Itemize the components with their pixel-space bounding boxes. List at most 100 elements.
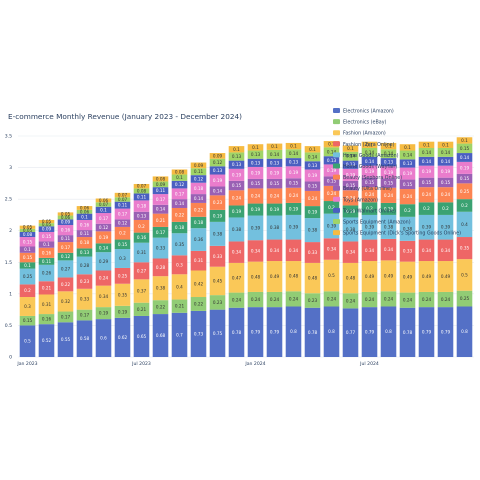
bar-segment[interactable] bbox=[76, 209, 93, 214]
legend-item[interactable]: Home Goods (Amazon) bbox=[333, 152, 399, 159]
bar-segment[interactable] bbox=[190, 202, 207, 217]
bar-segment[interactable] bbox=[133, 262, 150, 280]
bar-segment[interactable] bbox=[418, 147, 435, 157]
legend-item[interactable]: Sports Equipment (Amazon) bbox=[333, 219, 411, 226]
bar-segment[interactable] bbox=[361, 141, 378, 148]
bar-segment[interactable] bbox=[247, 291, 264, 308]
bar-segment[interactable] bbox=[95, 223, 112, 232]
bar-segment[interactable] bbox=[342, 217, 359, 242]
bar-segment[interactable] bbox=[361, 177, 378, 188]
bar-segment[interactable] bbox=[304, 242, 321, 263]
bar-segment[interactable] bbox=[76, 219, 93, 231]
bar-segment[interactable] bbox=[57, 277, 74, 292]
bar-segment[interactable] bbox=[209, 266, 226, 296]
bar-segment[interactable] bbox=[209, 186, 226, 196]
bar-segment[interactable] bbox=[190, 168, 207, 176]
bar-segment[interactable] bbox=[418, 307, 435, 357]
bar-segment[interactable] bbox=[133, 232, 150, 243]
bar-segment[interactable] bbox=[152, 300, 169, 315]
bar-segment[interactable] bbox=[304, 218, 321, 243]
bar-segment[interactable] bbox=[171, 199, 188, 208]
bar-segment[interactable] bbox=[361, 202, 378, 215]
bar-segment[interactable] bbox=[418, 156, 435, 166]
bar-segment[interactable] bbox=[456, 173, 473, 184]
bar-segment[interactable] bbox=[152, 213, 169, 227]
bar-segment[interactable] bbox=[304, 190, 321, 207]
bar-segment[interactable] bbox=[266, 178, 283, 189]
bar-segment[interactable] bbox=[152, 204, 169, 214]
bar-segment[interactable] bbox=[285, 178, 302, 188]
bar-segment[interactable] bbox=[380, 149, 397, 159]
bar-segment[interactable] bbox=[380, 238, 397, 261]
bar-segment[interactable] bbox=[19, 315, 36, 326]
bar-segment[interactable] bbox=[57, 252, 74, 261]
bar-segment[interactable] bbox=[304, 152, 321, 162]
bar-segment[interactable] bbox=[399, 216, 416, 241]
bar-segment[interactable] bbox=[38, 226, 55, 232]
bar-segment[interactable] bbox=[304, 307, 321, 357]
bar-segment[interactable] bbox=[228, 205, 245, 218]
bar-segment[interactable] bbox=[57, 322, 74, 357]
bar-segment[interactable] bbox=[171, 255, 188, 275]
bar-segment[interactable] bbox=[209, 195, 226, 210]
bar-segment[interactable] bbox=[285, 149, 302, 159]
bar-segment[interactable] bbox=[114, 267, 131, 284]
bar-segment[interactable] bbox=[76, 320, 93, 357]
bar-segment[interactable] bbox=[418, 141, 435, 148]
bar-segment[interactable] bbox=[437, 291, 454, 308]
bar-segment[interactable] bbox=[76, 256, 93, 275]
legend-item[interactable]: Fashion (Zara Online) bbox=[333, 141, 395, 148]
bar-segment[interactable] bbox=[399, 261, 416, 293]
bar-segment[interactable] bbox=[418, 239, 435, 262]
bar-segment[interactable] bbox=[95, 243, 112, 253]
bar-segment[interactable] bbox=[418, 187, 435, 203]
legend-item[interactable]: Sports Equipment (Dick's Sporting Goods … bbox=[333, 230, 461, 237]
bar-segment[interactable] bbox=[247, 307, 264, 357]
legend-item[interactable]: Beauty (Ulta Online) bbox=[333, 185, 392, 193]
bar-segment[interactable] bbox=[228, 168, 245, 181]
bar-segment[interactable] bbox=[361, 214, 378, 240]
bar-segment[interactable] bbox=[190, 216, 207, 229]
bar-segment[interactable] bbox=[247, 188, 264, 204]
bar-segment[interactable] bbox=[399, 307, 416, 357]
bar-segment[interactable] bbox=[247, 261, 264, 292]
bar-segment[interactable] bbox=[380, 260, 397, 292]
bar-segment[interactable] bbox=[304, 206, 321, 219]
bar-segment[interactable] bbox=[437, 214, 454, 240]
bar-segment[interactable] bbox=[266, 291, 283, 308]
bar-segment[interactable] bbox=[152, 194, 169, 205]
bar-segment[interactable] bbox=[342, 190, 359, 206]
bar-segment[interactable] bbox=[190, 175, 207, 183]
bar-segment[interactable] bbox=[437, 307, 454, 357]
bar-segment[interactable] bbox=[228, 307, 245, 357]
bar-segment[interactable] bbox=[399, 189, 416, 205]
bar-segment[interactable] bbox=[19, 246, 36, 253]
bar-segment[interactable] bbox=[171, 169, 188, 175]
bar-segment[interactable] bbox=[38, 219, 55, 224]
bar-segment[interactable] bbox=[152, 181, 169, 188]
bar-segment[interactable] bbox=[437, 177, 454, 188]
bar-segment[interactable] bbox=[323, 147, 340, 157]
bar-segment[interactable] bbox=[285, 166, 302, 179]
bar-segment[interactable] bbox=[437, 202, 454, 215]
bar-segment[interactable] bbox=[209, 221, 226, 246]
bar-segment[interactable] bbox=[76, 230, 93, 238]
bar-segment[interactable] bbox=[304, 262, 321, 294]
bar-segment[interactable] bbox=[380, 166, 397, 179]
bar-segment[interactable] bbox=[247, 203, 264, 216]
bar-segment[interactable] bbox=[304, 161, 321, 170]
bar-segment[interactable] bbox=[57, 215, 74, 220]
bar-segment[interactable] bbox=[57, 225, 74, 236]
bar-segment[interactable] bbox=[114, 283, 131, 306]
bar-segment[interactable] bbox=[228, 152, 245, 161]
bar-segment[interactable] bbox=[133, 219, 150, 233]
bar-segment[interactable] bbox=[190, 297, 207, 311]
bar-segment[interactable] bbox=[266, 166, 283, 179]
bar-segment[interactable] bbox=[209, 295, 226, 310]
bar-segment[interactable] bbox=[209, 166, 226, 175]
bar-segment[interactable] bbox=[38, 324, 55, 357]
bar-segment[interactable] bbox=[76, 206, 93, 210]
bar-segment[interactable] bbox=[323, 291, 340, 307]
bar-segment[interactable] bbox=[38, 231, 55, 242]
bar-segment[interactable] bbox=[114, 239, 131, 250]
